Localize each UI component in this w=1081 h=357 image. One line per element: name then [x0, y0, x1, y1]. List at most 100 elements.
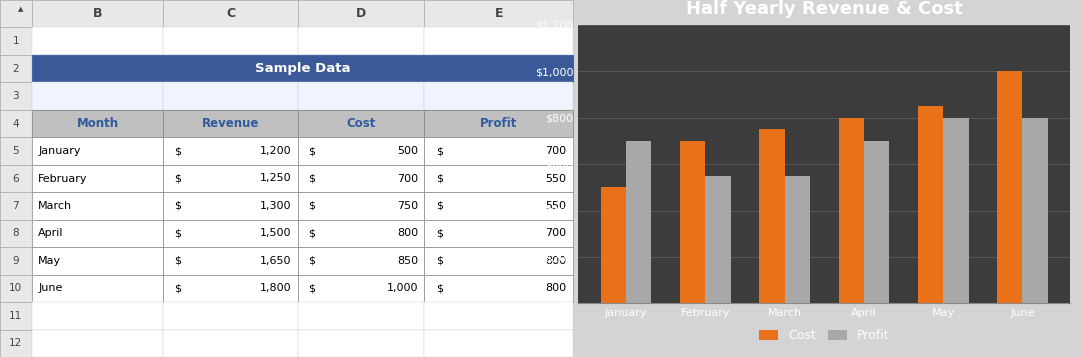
Text: Profit: Profit — [480, 117, 518, 130]
Bar — [163, 55, 298, 82]
Bar — [163, 330, 298, 357]
Bar — [425, 110, 574, 137]
Bar — [31, 82, 163, 110]
Text: D: D — [356, 7, 366, 20]
Text: June: June — [38, 283, 63, 293]
Text: $: $ — [308, 283, 316, 293]
Text: February: February — [38, 174, 88, 183]
Text: January: January — [38, 146, 81, 156]
Text: $: $ — [174, 146, 182, 156]
Bar — [298, 55, 425, 82]
Bar — [425, 0, 574, 27]
Bar — [31, 137, 163, 165]
Text: 1,800: 1,800 — [259, 283, 292, 293]
Bar — [626, 141, 652, 303]
Text: 1,000: 1,000 — [387, 283, 418, 293]
Bar — [31, 220, 163, 247]
Bar — [0, 330, 31, 357]
Bar — [298, 275, 425, 302]
Bar — [163, 110, 298, 137]
Bar — [425, 27, 574, 55]
Text: 700: 700 — [397, 174, 418, 183]
Bar — [0, 247, 31, 275]
Text: 800: 800 — [397, 228, 418, 238]
Bar — [298, 82, 425, 110]
Text: $: $ — [437, 228, 443, 238]
Bar — [163, 220, 298, 247]
Bar — [425, 137, 574, 165]
Bar — [31, 302, 163, 330]
Text: 5: 5 — [13, 146, 19, 156]
Bar — [298, 247, 425, 275]
Bar — [163, 247, 298, 275]
Text: $: $ — [308, 201, 316, 211]
Bar — [0, 275, 31, 302]
Bar — [31, 165, 163, 192]
Text: $: $ — [437, 146, 443, 156]
Text: 700: 700 — [545, 146, 566, 156]
Bar — [425, 55, 574, 82]
Bar — [0, 220, 31, 247]
Bar — [298, 220, 425, 247]
Text: 1,200: 1,200 — [259, 146, 292, 156]
Bar — [298, 110, 425, 137]
Bar — [425, 330, 574, 357]
Text: 800: 800 — [545, 283, 566, 293]
Bar — [31, 192, 163, 220]
Bar — [298, 27, 425, 55]
Bar — [31, 330, 163, 357]
Bar — [31, 55, 163, 82]
Text: 3: 3 — [13, 91, 19, 101]
Bar — [31, 55, 574, 82]
Bar — [31, 247, 163, 275]
Bar — [918, 106, 944, 303]
Bar — [163, 220, 298, 247]
Bar — [0, 137, 31, 165]
Bar — [31, 110, 163, 137]
Bar — [425, 247, 574, 275]
Bar — [298, 302, 425, 330]
Bar — [163, 82, 298, 110]
Bar — [163, 0, 298, 27]
Text: 7: 7 — [13, 201, 19, 211]
Bar — [163, 110, 298, 137]
Bar — [601, 187, 626, 303]
Bar — [163, 192, 298, 220]
Bar — [0, 27, 31, 55]
Text: $: $ — [308, 228, 316, 238]
Text: 850: 850 — [397, 256, 418, 266]
Text: C: C — [226, 7, 236, 20]
Bar — [425, 302, 574, 330]
Bar — [0, 55, 31, 82]
Bar — [425, 330, 574, 357]
Bar — [759, 130, 785, 303]
Bar — [425, 165, 574, 192]
Bar — [298, 192, 425, 220]
Text: 9: 9 — [13, 256, 19, 266]
Bar — [1023, 118, 1047, 303]
Bar — [298, 275, 425, 302]
Text: 1,500: 1,500 — [259, 228, 292, 238]
Legend: Cost, Profit: Cost, Profit — [755, 324, 894, 347]
Bar — [0, 110, 31, 137]
Bar — [163, 302, 298, 330]
Bar — [163, 137, 298, 165]
Bar — [705, 176, 731, 303]
Bar — [0, 82, 31, 110]
Bar — [31, 302, 163, 330]
Text: ▲: ▲ — [18, 7, 24, 12]
Text: 1,250: 1,250 — [259, 174, 292, 183]
Text: 8: 8 — [13, 228, 19, 238]
Bar — [163, 302, 298, 330]
Bar — [0, 192, 31, 220]
Text: 4: 4 — [13, 119, 19, 129]
Text: $: $ — [174, 201, 182, 211]
Text: April: April — [38, 228, 64, 238]
Text: Revenue: Revenue — [202, 117, 259, 130]
Bar — [163, 275, 298, 302]
Bar — [163, 275, 298, 302]
Bar — [163, 137, 298, 165]
Bar — [997, 71, 1023, 303]
Bar — [163, 330, 298, 357]
Bar — [0, 302, 31, 330]
